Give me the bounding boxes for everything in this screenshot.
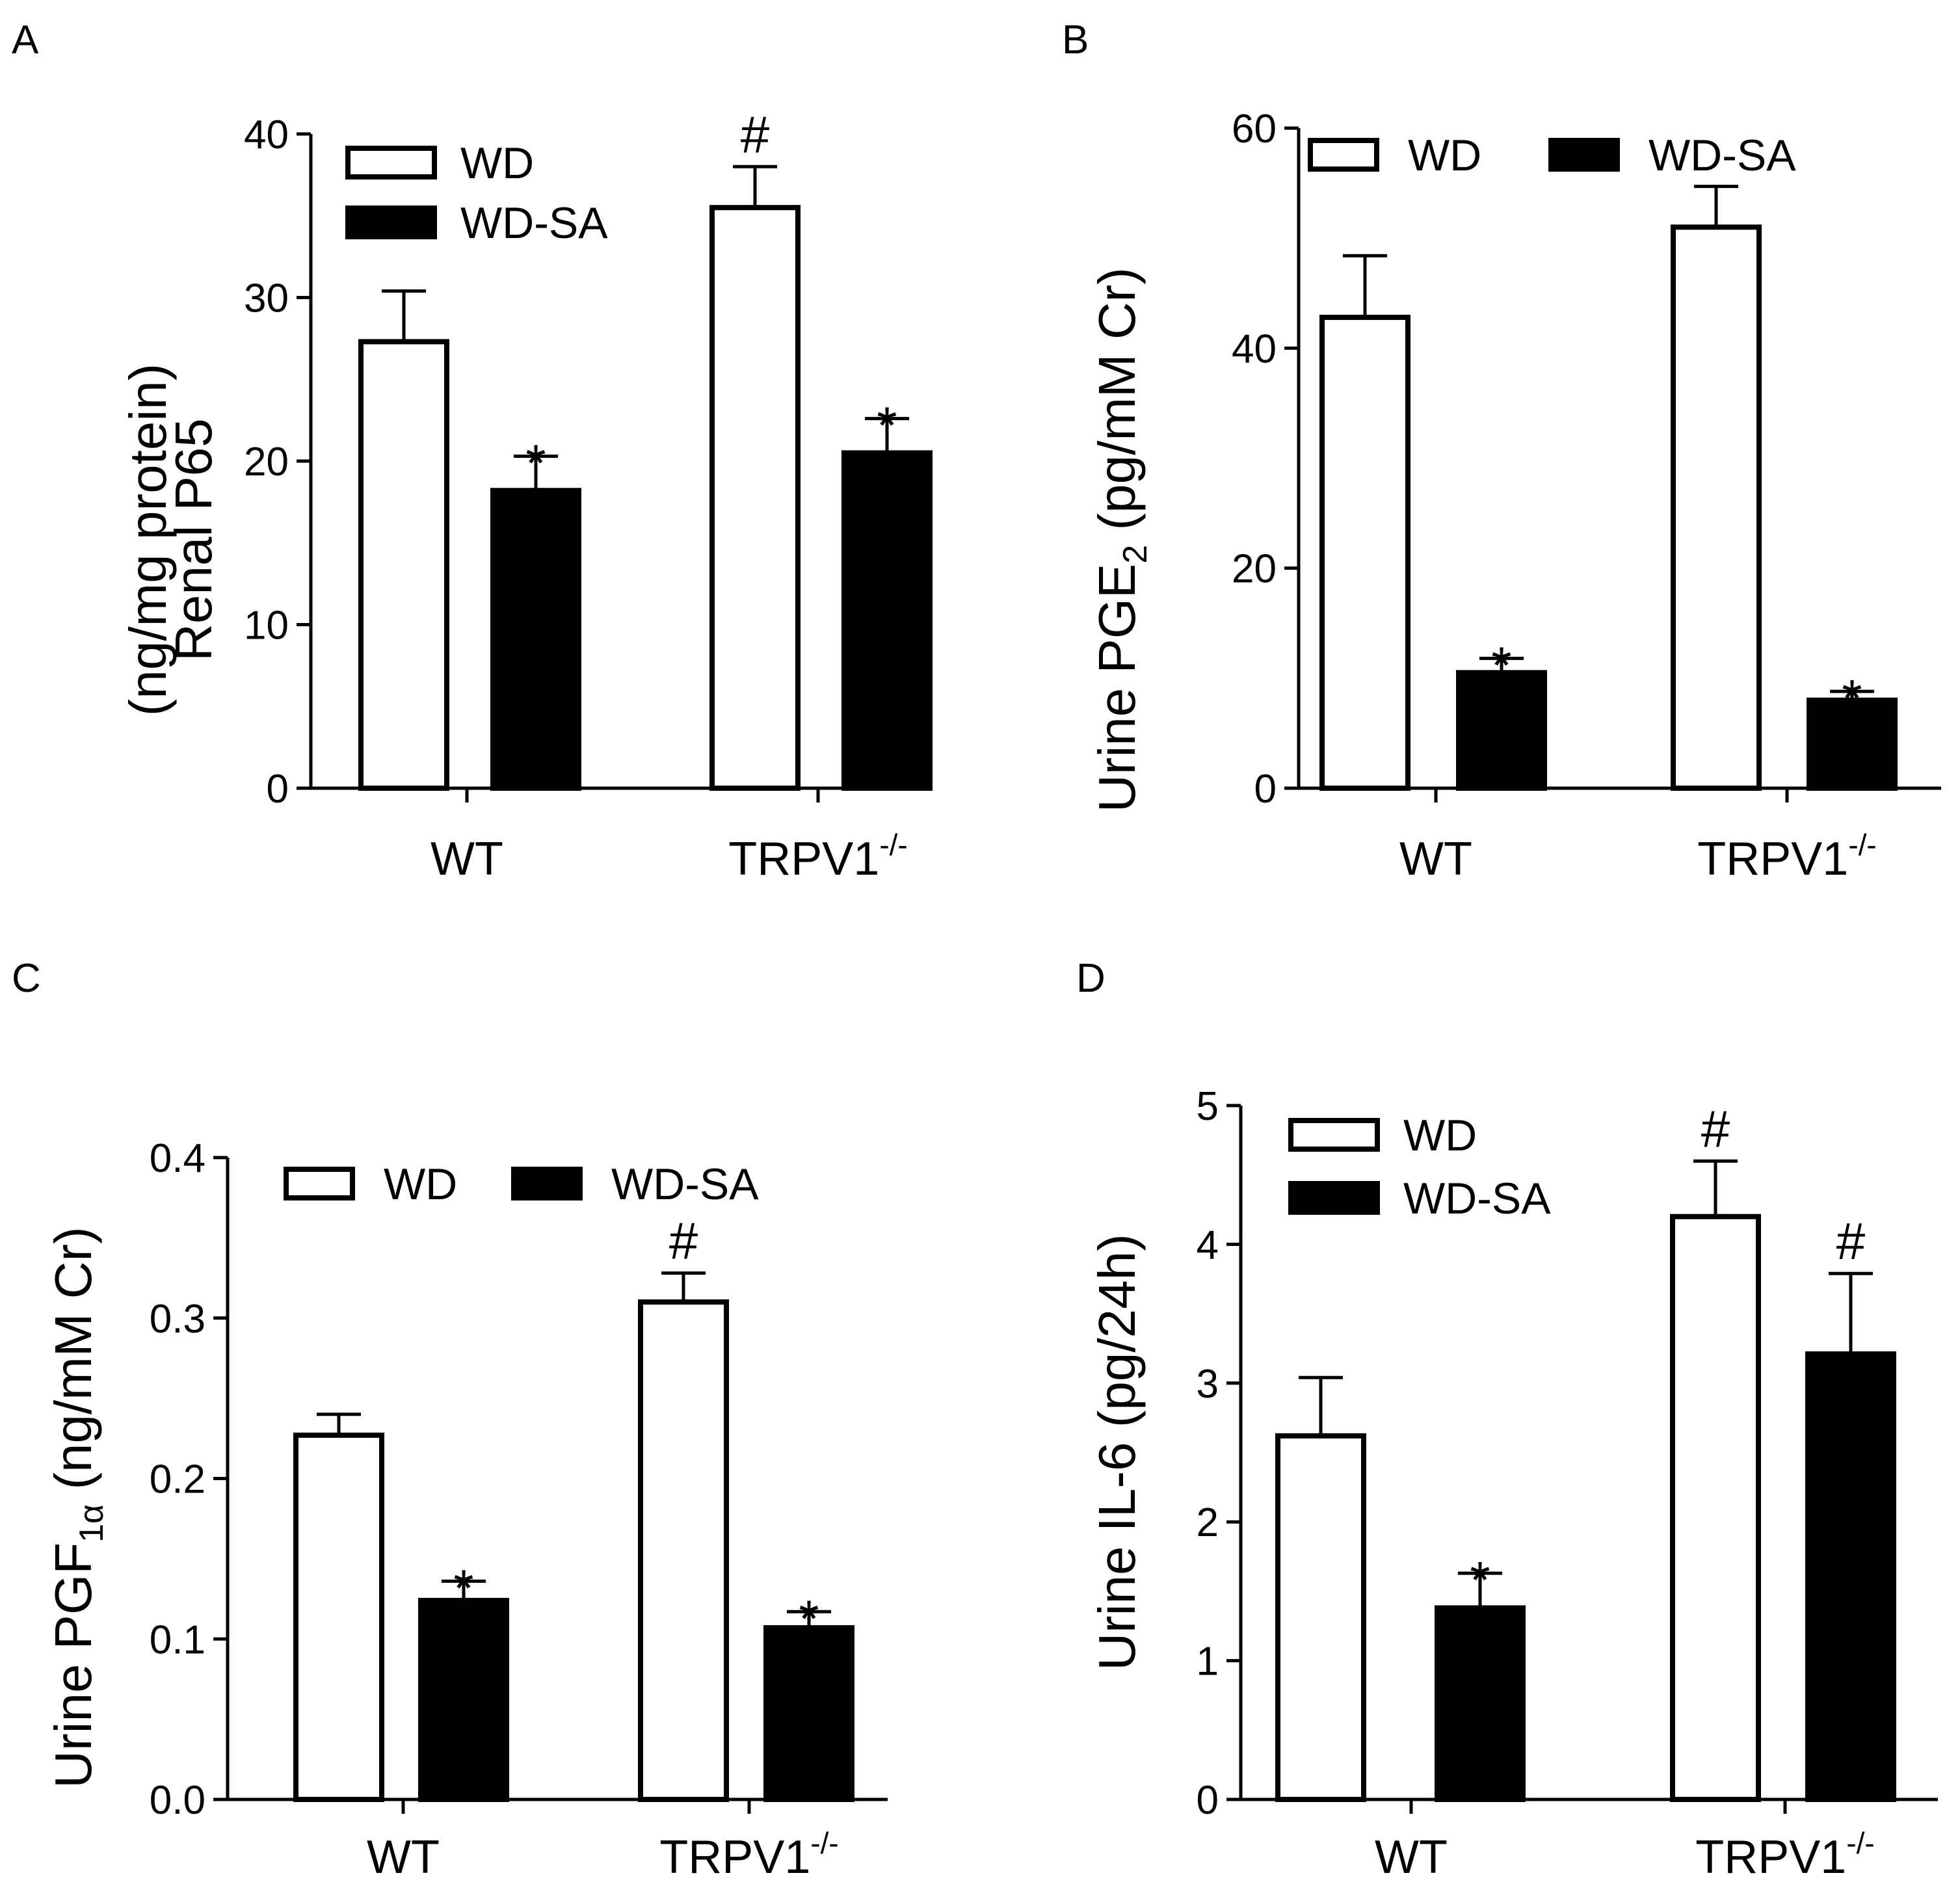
y-tick-label: 0.3 xyxy=(150,1297,205,1342)
legend-label: WD-SA xyxy=(611,1160,759,1209)
legend: WD WD-SA xyxy=(284,1160,759,1209)
bar xyxy=(293,1432,384,1802)
significance-hash: # xyxy=(1836,1212,1866,1270)
panel-b: B 0 20 40 60 WT TRPV1-/- * * WD WD-SA Urine PGE2 (p… xyxy=(1062,18,1941,885)
bar xyxy=(1319,314,1410,791)
bar xyxy=(1670,1214,1761,1802)
significance-asterisk: * xyxy=(1842,669,1862,727)
y-axis-label: (ng/mg protein) xyxy=(119,364,177,716)
panel-letter: B xyxy=(1062,18,1089,62)
legend-label: WD xyxy=(460,139,534,188)
bar xyxy=(490,488,581,791)
significance-asterisk: * xyxy=(799,1589,819,1647)
category-label: WT xyxy=(1375,1831,1448,1883)
category-label: TRPV1-/- xyxy=(728,828,908,885)
legend-swatch xyxy=(345,206,437,239)
category-label: WT xyxy=(1399,833,1472,885)
bar xyxy=(1671,224,1762,791)
category-label: WT xyxy=(430,833,503,885)
category-label: TRPV1-/- xyxy=(1695,1826,1875,1883)
bar xyxy=(709,205,801,791)
legend-swatch xyxy=(1548,138,1620,172)
y-tick-label: 2 xyxy=(1197,1500,1219,1545)
bar xyxy=(1807,697,1898,791)
significance-asterisk: * xyxy=(1491,636,1511,694)
significance-asterisk: * xyxy=(453,1559,473,1617)
y-axis-label: Urine PGF1α (ng/mM Cr) xyxy=(44,1227,111,1788)
significance-asterisk: * xyxy=(525,434,546,492)
category-label: TRPV1-/- xyxy=(1697,828,1877,885)
significance-asterisk: * xyxy=(877,397,897,455)
legend: WD WD-SA xyxy=(345,139,608,248)
y-tick-label: 0 xyxy=(267,767,289,812)
bar xyxy=(1435,1605,1526,1803)
legend: WD WD-SA xyxy=(1308,131,1796,180)
legend-swatch xyxy=(1288,1118,1380,1152)
bar xyxy=(763,1625,854,1803)
legend-label: WD xyxy=(1408,131,1481,180)
bar xyxy=(1275,1433,1366,1803)
y-tick-label: 0.0 xyxy=(150,1778,205,1823)
legend-label: WD-SA xyxy=(1403,1174,1551,1223)
legend-swatch xyxy=(284,1167,355,1201)
legend-label: WD xyxy=(1403,1111,1477,1160)
y-tick-label: 60 xyxy=(1232,107,1277,152)
bar xyxy=(1456,670,1547,791)
significance-hash: # xyxy=(741,105,770,163)
y-axis-label: Urine PGE2 (pg/mM Cr) xyxy=(1088,267,1154,812)
y-tick-label: 10 xyxy=(244,604,289,648)
legend-label: WD-SA xyxy=(460,198,608,248)
legend-label: WD xyxy=(384,1160,457,1209)
legend-swatch xyxy=(345,146,437,179)
y-tick-label: 0.2 xyxy=(150,1457,205,1502)
panel-a: A 0 10 20 30 40 WT TRPV1-/- # * * WD WD-SA Renal P65(… xyxy=(12,18,933,885)
y-tick-label: 1 xyxy=(1197,1639,1219,1684)
category-label: WT xyxy=(367,1831,440,1883)
y-tick-label: 40 xyxy=(1232,326,1277,371)
y-tick-label: 30 xyxy=(244,276,289,321)
legend-label: WD-SA xyxy=(1649,131,1796,180)
bar xyxy=(638,1299,729,1802)
y-tick-label: 0.1 xyxy=(150,1617,205,1662)
y-tick-label: 20 xyxy=(244,440,289,484)
category-label: TRPV1-/- xyxy=(659,1826,839,1883)
panel-c: C 0.0 0.1 0.2 0.3 0.4 WT TRPV1-/- # * * WD WD-SA Urin… xyxy=(12,956,888,1883)
y-tick-label: 0 xyxy=(1197,1778,1219,1823)
bar xyxy=(418,1598,509,1803)
y-tick-label: 4 xyxy=(1197,1223,1219,1267)
panel-d: D 0 1 2 3 4 5 WT TRPV1-/- # * # WD WD-SA Urine IL-6 (p… xyxy=(1076,956,1938,1883)
bar xyxy=(1805,1351,1896,1803)
significance-asterisk: * xyxy=(1470,1551,1490,1609)
significance-hash: # xyxy=(1701,1100,1730,1158)
y-tick-label: 0 xyxy=(1254,767,1277,812)
y-tick-label: 0.4 xyxy=(150,1136,205,1181)
bar xyxy=(841,450,933,791)
legend-swatch xyxy=(1308,138,1379,172)
panel-letter: A xyxy=(12,18,39,62)
panel-letter: D xyxy=(1076,956,1106,1001)
legend-swatch xyxy=(1288,1181,1380,1215)
y-axis-label: Renal P65 xyxy=(165,418,222,661)
y-axis-label: Urine IL-6 (pg/24h) xyxy=(1088,1234,1146,1670)
y-tick-label: 20 xyxy=(1232,547,1277,592)
panel-letter: C xyxy=(12,956,41,1001)
bar xyxy=(358,339,449,791)
legend: WD WD-SA xyxy=(1288,1111,1551,1223)
legend-swatch xyxy=(511,1167,583,1201)
y-tick-label: 40 xyxy=(244,113,289,157)
y-tick-label: 5 xyxy=(1197,1084,1219,1129)
y-tick-label: 3 xyxy=(1197,1362,1219,1407)
significance-hash: # xyxy=(669,1212,698,1270)
